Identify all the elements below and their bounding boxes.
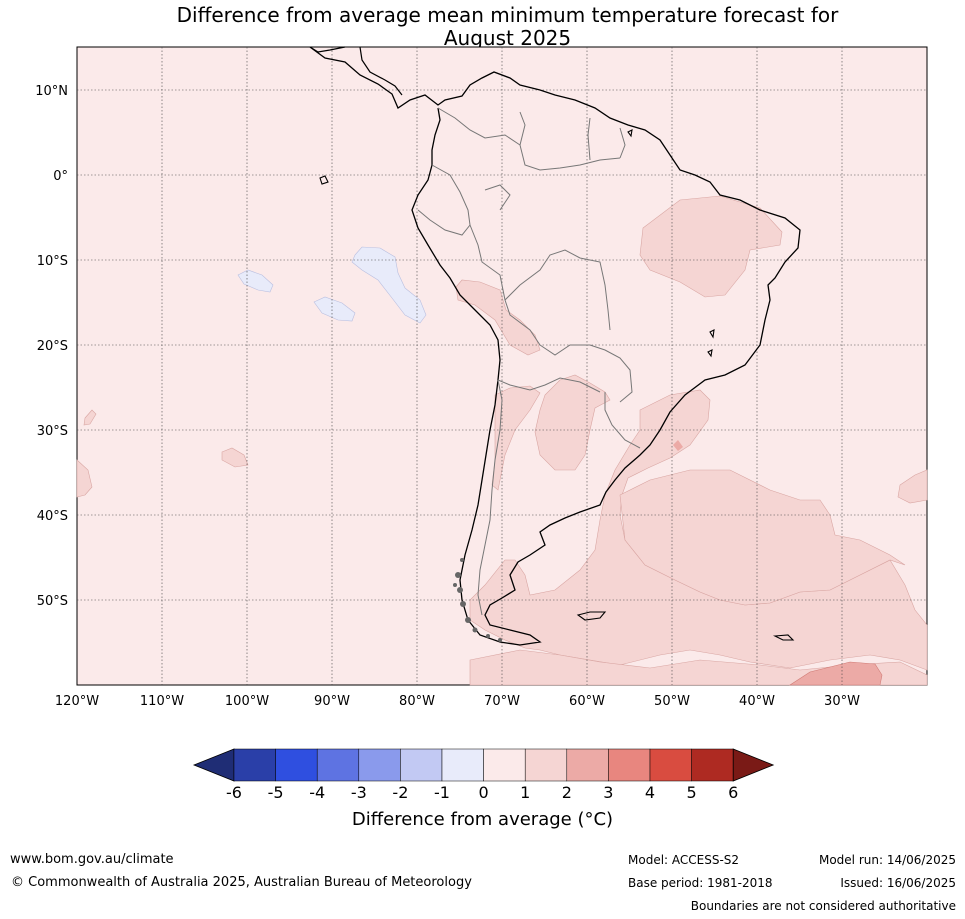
colorbar-swatch [400,748,443,782]
colorbar-swatch [524,748,568,782]
colorbar-tick-label: 5 [687,783,697,802]
title-line-1: Difference from average mean minimum tem… [176,3,839,27]
colorbar-swatch [233,748,276,782]
islands [319,129,795,641]
colorbar-tick-label: -1 [434,783,450,802]
website-link[interactable]: www.bom.gov.au/climate [10,852,174,867]
title-line-2: August 2025 [443,26,572,50]
chile-fjords [453,558,502,642]
colorbar-extend-high [732,748,775,782]
lon-label: 70°W [484,694,520,709]
lon-label: 60°W [569,694,605,709]
colorbar-swatch [608,748,651,782]
lon-label: 50°W [654,694,690,709]
lon-label: 120°W [55,694,99,709]
anomaly-2-3-region [788,661,883,686]
lon-label: 100°W [225,694,269,709]
central-america-coastline [309,46,403,96]
colorbar-tick-label: 4 [645,783,655,802]
country-borders [417,107,641,616]
colorbar-swatch [566,748,609,782]
lat-label: 40°S [37,509,68,524]
model-run-text: Model run: 14/06/2025 [818,853,956,867]
colorbar-tick-label: -6 [226,783,242,802]
south-america-coastline [309,46,801,646]
copyright-text: © Commonwealth of Australia 2025, Austra… [11,875,472,890]
colorbar-tick-label: 1 [520,783,530,802]
colorbar-tick-label: 2 [562,783,572,802]
colorbar-tick-label: 0 [479,783,489,802]
colorbar-swatch [441,748,484,782]
gridlines [77,47,927,685]
colorbar-swatch [483,748,526,782]
colorbar-swatch [316,748,360,782]
lat-label: 10°S [37,254,68,269]
lat-label: 50°S [37,594,68,609]
colorbar-swatch [691,748,734,782]
colorbar-label: Difference from average (°C) [351,809,614,830]
base-period-text: Base period: 1981-2018 [628,876,773,890]
lon-label: 90°W [314,694,350,709]
model-text: Model: ACCESS-S2 [628,853,740,867]
lat-label: 30°S [37,424,68,439]
colorbar-tick-label: -3 [351,783,367,802]
issued-text: Issued: 16/06/2025 [840,876,956,890]
anomaly-2-3-small [673,440,683,451]
colorbar-tick-label: -5 [268,783,284,802]
colorbar-tick-label: 3 [603,783,613,802]
lat-label: 10°N [35,84,68,99]
lon-label: 80°W [399,694,435,709]
colorbar-tick-label: -2 [392,783,408,802]
lat-label: 0° [53,169,68,184]
disclaimer-text: Boundaries are not considered authoritat… [690,899,956,913]
lon-label: 40°W [739,694,775,709]
colorbar-tick-label: 6 [728,783,738,802]
lon-label: 110°W [140,694,184,709]
colorbar-extend-low [192,748,235,782]
colorbar: -6 -5 -4 -3 -2 -1 0 1 2 3 4 5 6 [192,748,775,802]
colorbar-tick-label: -4 [309,783,325,802]
lon-label: 30°W [824,694,860,709]
colorbar-swatch [358,748,401,782]
colorbar-swatch [275,748,318,782]
colorbar-swatch [649,748,692,782]
lat-label: 20°S [37,339,68,354]
map-title: Difference from average mean minimum tem… [0,4,965,50]
